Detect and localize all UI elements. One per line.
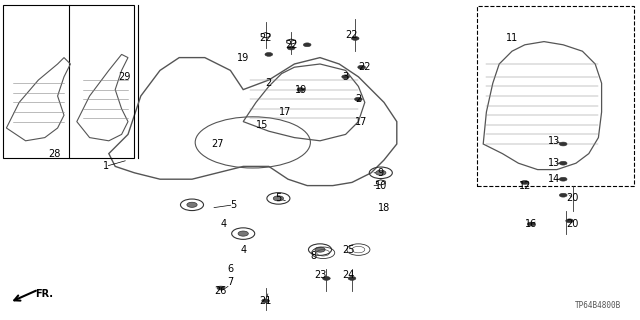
Text: 4: 4 [221, 219, 227, 229]
Circle shape [527, 222, 535, 226]
Text: 26: 26 [214, 286, 227, 296]
Circle shape [566, 219, 573, 223]
Circle shape [238, 231, 248, 236]
Text: 13: 13 [547, 136, 560, 146]
Circle shape [273, 196, 284, 201]
Text: 18: 18 [378, 203, 390, 213]
Circle shape [323, 276, 330, 280]
Text: 23: 23 [314, 270, 326, 280]
Circle shape [358, 65, 365, 69]
Text: 22: 22 [259, 33, 272, 44]
Text: 7: 7 [227, 276, 234, 287]
Circle shape [521, 180, 529, 184]
Text: 2: 2 [266, 78, 272, 88]
Text: 22: 22 [346, 30, 358, 40]
Circle shape [315, 247, 325, 252]
Circle shape [265, 52, 273, 56]
Text: 16: 16 [525, 219, 538, 229]
Text: 29: 29 [118, 72, 131, 82]
Text: 9: 9 [378, 168, 384, 178]
Text: 4: 4 [240, 244, 246, 255]
Text: 5: 5 [230, 200, 237, 210]
Circle shape [351, 36, 359, 40]
Circle shape [559, 177, 567, 181]
Circle shape [376, 170, 386, 175]
Text: 1: 1 [102, 161, 109, 172]
Text: 21: 21 [259, 296, 272, 306]
Circle shape [187, 202, 197, 207]
Circle shape [559, 142, 567, 146]
Text: 24: 24 [342, 270, 355, 280]
Text: 10: 10 [374, 180, 387, 191]
Circle shape [342, 75, 349, 79]
Text: 14: 14 [547, 174, 560, 184]
Circle shape [262, 299, 269, 303]
Text: 2: 2 [355, 94, 362, 104]
Text: 27: 27 [211, 139, 224, 149]
Circle shape [348, 276, 356, 280]
Text: 20: 20 [566, 193, 579, 204]
Circle shape [559, 161, 567, 165]
Text: 17: 17 [355, 116, 368, 127]
Text: 22: 22 [285, 40, 298, 50]
Text: 13: 13 [547, 158, 560, 168]
Text: 6: 6 [227, 264, 234, 274]
Circle shape [355, 97, 362, 101]
Text: 5: 5 [275, 193, 282, 204]
Text: 22: 22 [358, 62, 371, 72]
Text: 25: 25 [342, 244, 355, 255]
Text: 19: 19 [237, 52, 250, 63]
Text: 12: 12 [518, 180, 531, 191]
Text: 28: 28 [48, 148, 61, 159]
Circle shape [297, 88, 305, 92]
Circle shape [217, 286, 225, 290]
Circle shape [559, 193, 567, 197]
Text: 3: 3 [342, 72, 349, 82]
Text: 17: 17 [278, 107, 291, 117]
Text: TP64B4800B: TP64B4800B [575, 301, 621, 310]
Bar [3, 5, 134, 158]
Circle shape [303, 43, 311, 47]
Text: 19: 19 [294, 84, 307, 95]
Text: 15: 15 [256, 120, 269, 130]
Text: FR.: FR. [35, 289, 53, 300]
Circle shape [287, 46, 295, 50]
Text: 8: 8 [310, 251, 317, 261]
Text: 20: 20 [566, 219, 579, 229]
Text: 11: 11 [506, 33, 518, 44]
